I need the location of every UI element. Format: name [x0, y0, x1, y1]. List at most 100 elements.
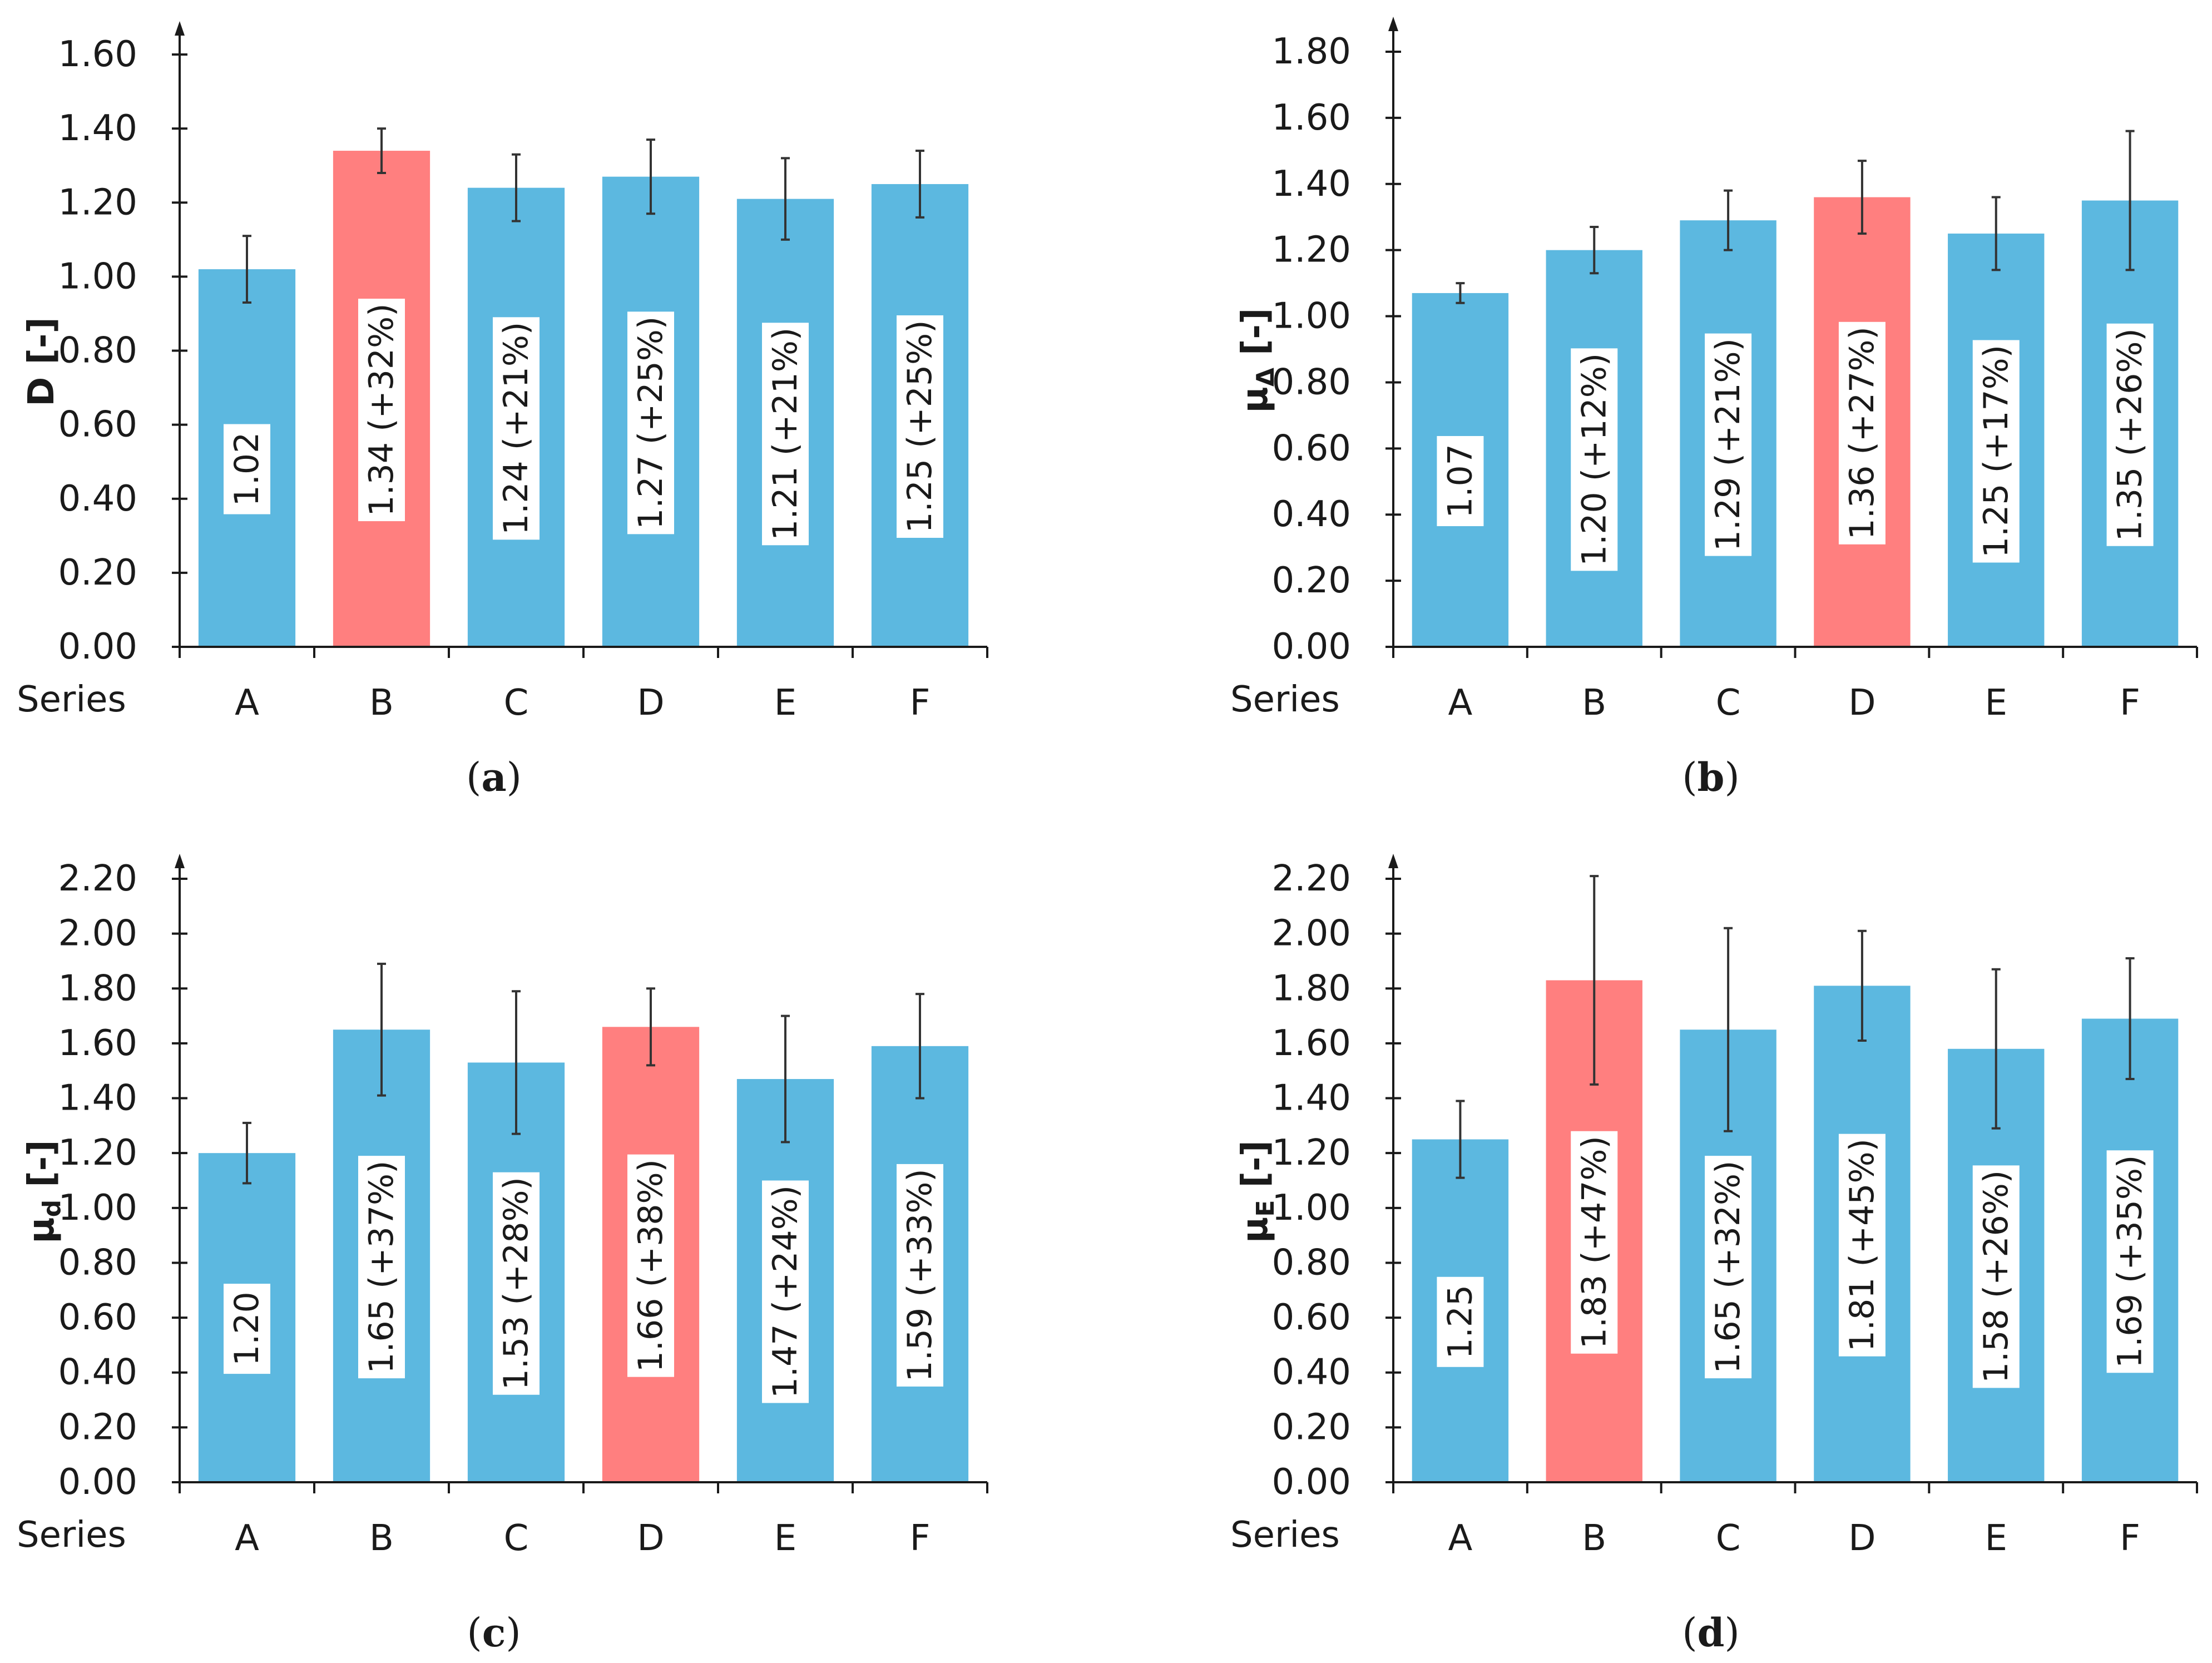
y-axis-title: μE [-]: [1235, 1140, 1280, 1243]
x-tick-label-B: B: [1582, 682, 1606, 724]
y-tick-label: 0.00: [58, 1462, 138, 1503]
chart-panel-c: 1.20 1.65 (+37%) 1.53 (+28%) 1.66 (+38%) 1.4…: [17, 854, 988, 1656]
y-axis-title-sub: d: [38, 1200, 66, 1217]
y-tick-label: 1.40: [1272, 164, 1352, 205]
data-label-box: [897, 315, 943, 538]
data-label-F: 1.59 (+33%): [897, 1164, 943, 1387]
chart-panel-a: 1.02 1.34 (+32%) 1.24 (+21%) 1.27 (+25%) 1.2…: [17, 21, 988, 800]
panel-label-close: ): [1724, 754, 1739, 800]
y-tick-label: 1.80: [58, 968, 138, 1009]
data-label-text: 1.69 (+35%): [2111, 1155, 2150, 1368]
y-tick-label: 0.60: [1272, 428, 1352, 469]
y-axis-arrow: [1388, 17, 1398, 31]
x-tick-label-D: D: [637, 682, 664, 724]
chart-panel-d: 1.25 1.83 (+47%) 1.65 (+32%) 1.81 (+45%) 1.5…: [1230, 854, 2198, 1656]
y-tick-label: 1.00: [58, 256, 138, 297]
data-label-box: [2106, 1150, 2154, 1373]
x-tick-label-F: F: [910, 1518, 931, 1559]
data-label-text: 1.81 (+45%): [1843, 1139, 1882, 1352]
y-axis-arrow: [1388, 854, 1398, 868]
data-label-B: 1.83 (+47%): [1571, 1131, 1618, 1354]
data-label-text: 1.02: [227, 432, 266, 507]
panel-label-close: ): [506, 1610, 521, 1655]
y-tick-label: 0.40: [1272, 1352, 1352, 1393]
data-label-box: [224, 1284, 270, 1374]
y-axis-title-sub: Δ: [1251, 368, 1280, 387]
x-tick-label-A: A: [235, 682, 259, 724]
data-label-text: 1.24 (+21%): [497, 322, 536, 535]
data-label-text: 1.83 (+47%): [1575, 1136, 1614, 1349]
chart-panel-b: 1.07 1.20 (+12%) 1.29 (+21%) 1.36 (+27%) 1.2…: [1230, 17, 2198, 800]
data-label-box: [1705, 333, 1752, 556]
data-label-box: [1838, 321, 1886, 545]
y-tick-label: 1.40: [58, 1078, 138, 1119]
y-tick-label: 2.20: [58, 858, 138, 899]
y-tick-label: 0.20: [58, 552, 138, 593]
x-tick-label-C: C: [1716, 1518, 1741, 1559]
x-tick-label-B: B: [369, 1518, 394, 1559]
data-label-D: 1.66 (+38%): [627, 1154, 674, 1377]
data-label-text: 1.25 (+17%): [1977, 345, 2016, 558]
x-tick-label-D: D: [1848, 682, 1876, 724]
panel-label-open: (: [467, 1610, 482, 1655]
data-label-B: 1.20 (+12%): [1571, 348, 1618, 571]
y-axis-title-sub: E: [1251, 1200, 1280, 1217]
data-label-text: 1.59 (+33%): [900, 1169, 939, 1382]
y-tick-label: 0.60: [58, 404, 138, 446]
data-label-box: [493, 1172, 540, 1395]
data-label-B: 1.65 (+37%): [358, 1156, 405, 1379]
x-tick-label-F: F: [2120, 682, 2140, 724]
y-tick-label: 1.80: [1272, 968, 1352, 1009]
y-tick-label: 1.20: [58, 182, 138, 223]
data-label-text: 1.20 (+12%): [1575, 353, 1614, 566]
data-label-box: [1437, 435, 1484, 526]
data-label-A: 1.07: [1437, 435, 1484, 526]
data-label-box: [627, 311, 674, 534]
panel-label: (a): [466, 754, 522, 800]
data-label-C: 1.24 (+21%): [493, 317, 540, 540]
y-axis-arrow: [175, 854, 185, 868]
y-tick-label: 1.00: [1272, 1187, 1352, 1229]
y-tick-label: 1.20: [1272, 230, 1352, 271]
data-label-A: 1.25: [1437, 1276, 1484, 1367]
data-label-box: [1437, 1276, 1484, 1367]
x-tick-label-A: A: [1448, 1518, 1473, 1559]
data-label-box: [762, 323, 809, 546]
y-tick-label: 0.20: [58, 1407, 138, 1448]
x-tick-label-F: F: [2120, 1518, 2140, 1559]
x-axis-title: Series: [17, 679, 126, 720]
x-tick-label-C: C: [1716, 682, 1741, 724]
y-axis-title: μΔ [-]: [1235, 308, 1280, 413]
data-label-text: 1.35 (+26%): [2111, 328, 2150, 541]
data-label-box: [2106, 323, 2154, 546]
data-label-text: 1.66 (+38%): [631, 1159, 670, 1372]
panel-label-letter: a: [481, 754, 506, 800]
y-tick-label: 0.80: [58, 330, 138, 372]
y-tick-label: 1.20: [1272, 1132, 1352, 1174]
data-label-E: 1.58 (+26%): [1972, 1165, 2020, 1388]
x-tick-label-B: B: [369, 682, 394, 724]
y-tick-label: 0.20: [1272, 1407, 1352, 1448]
panel-label-open: (: [466, 754, 481, 800]
panel-label-letter: d: [1698, 1610, 1725, 1656]
data-label-text: 1.65 (+37%): [362, 1161, 401, 1374]
panel-label-letter: b: [1698, 754, 1725, 800]
data-label-box: [358, 299, 405, 522]
data-label-text: 1.27 (+25%): [631, 316, 670, 529]
x-tick-label-A: A: [235, 1518, 259, 1559]
y-axis-arrow: [175, 21, 185, 36]
x-tick-label-D: D: [637, 1518, 664, 1559]
x-tick-label-C: C: [504, 682, 529, 724]
data-label-text: 1.25: [1441, 1285, 1479, 1359]
data-label-text: 1.36 (+27%): [1843, 326, 1882, 540]
y-tick-label: 2.20: [1272, 858, 1352, 899]
data-label-box: [627, 1154, 674, 1377]
data-label-text: 1.29 (+21%): [1709, 338, 1748, 551]
data-label-box: [1972, 1165, 2020, 1388]
x-tick-label-B: B: [1582, 1518, 1606, 1559]
data-label-F: 1.69 (+35%): [2106, 1150, 2154, 1373]
y-tick-label: 1.60: [58, 34, 138, 75]
data-label-box: [1571, 348, 1618, 571]
y-tick-label: 1.60: [58, 1023, 138, 1064]
